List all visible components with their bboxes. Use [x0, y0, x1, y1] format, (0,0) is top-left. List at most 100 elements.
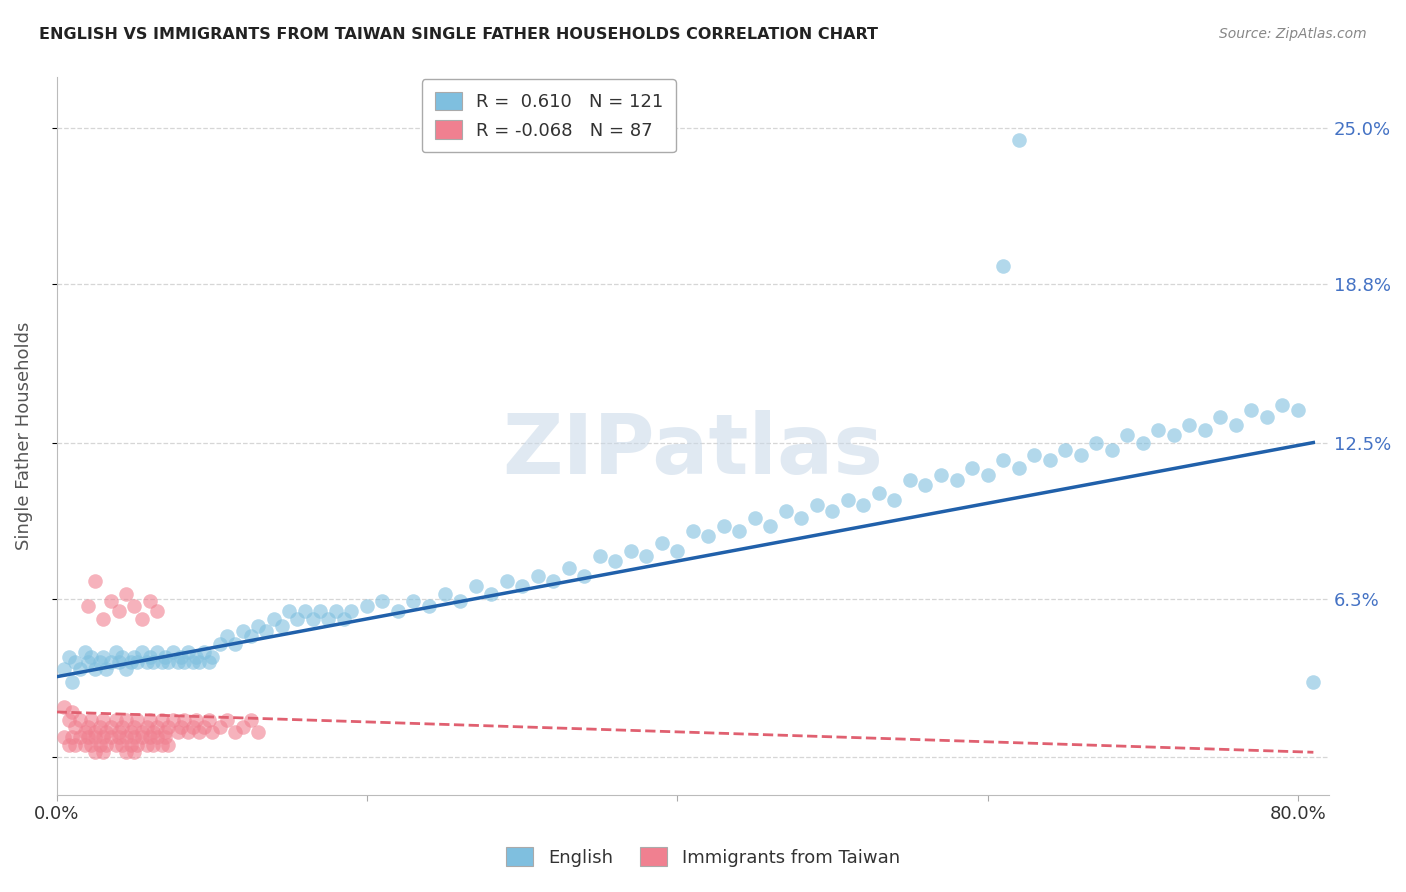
Point	[146, 604, 169, 618]
Point	[89, 738, 111, 752]
Point	[100, 720, 122, 734]
Point	[157, 720, 180, 734]
Point	[135, 720, 157, 734]
Point	[80, 649, 103, 664]
Point	[883, 493, 905, 508]
Point	[104, 644, 127, 658]
Point	[1007, 133, 1029, 147]
Point	[84, 725, 107, 739]
Point	[162, 644, 184, 658]
Point	[122, 649, 145, 664]
Point	[1022, 448, 1045, 462]
Point	[73, 644, 96, 658]
Point	[76, 720, 98, 734]
Point	[188, 655, 211, 669]
Point	[181, 655, 204, 669]
Point	[790, 511, 813, 525]
Point	[1225, 417, 1247, 432]
Point	[89, 655, 111, 669]
Point	[173, 655, 195, 669]
Point	[115, 586, 138, 600]
Text: ENGLISH VS IMMIGRANTS FROM TAIWAN SINGLE FATHER HOUSEHOLDS CORRELATION CHART: ENGLISH VS IMMIGRANTS FROM TAIWAN SINGLE…	[39, 27, 879, 42]
Point	[557, 561, 579, 575]
Point	[142, 725, 165, 739]
Point	[138, 649, 160, 664]
Point	[53, 730, 76, 744]
Point	[107, 725, 129, 739]
Point	[122, 730, 145, 744]
Point	[111, 649, 134, 664]
Point	[217, 629, 239, 643]
Point	[76, 655, 98, 669]
Point	[138, 594, 160, 608]
Point	[65, 720, 87, 734]
Point	[495, 574, 517, 588]
Point	[1085, 435, 1108, 450]
Point	[976, 468, 998, 483]
Point	[177, 644, 200, 658]
Point	[177, 725, 200, 739]
Point	[1240, 402, 1263, 417]
Point	[193, 720, 215, 734]
Point	[115, 730, 138, 744]
Point	[837, 493, 859, 508]
Point	[111, 720, 134, 734]
Legend: English, Immigrants from Taiwan: English, Immigrants from Taiwan	[499, 840, 907, 874]
Point	[76, 599, 98, 614]
Point	[1007, 460, 1029, 475]
Point	[197, 713, 219, 727]
Point	[479, 586, 502, 600]
Point	[1271, 398, 1294, 412]
Point	[120, 738, 142, 752]
Point	[150, 655, 173, 669]
Point	[744, 511, 766, 525]
Point	[232, 624, 254, 639]
Point	[58, 738, 80, 752]
Point	[173, 713, 195, 727]
Point	[155, 725, 177, 739]
Point	[1132, 435, 1154, 450]
Point	[208, 720, 231, 734]
Point	[157, 655, 180, 669]
Point	[402, 594, 425, 608]
Point	[713, 518, 735, 533]
Point	[232, 720, 254, 734]
Point	[96, 738, 118, 752]
Point	[301, 612, 323, 626]
Point	[1101, 443, 1123, 458]
Point	[929, 468, 952, 483]
Point	[84, 574, 107, 588]
Point	[58, 713, 80, 727]
Point	[239, 713, 262, 727]
Point	[666, 544, 689, 558]
Point	[115, 662, 138, 676]
Point	[142, 738, 165, 752]
Point	[91, 713, 114, 727]
Point	[208, 637, 231, 651]
Point	[1302, 674, 1324, 689]
Text: ZIPatlas: ZIPatlas	[502, 410, 883, 491]
Point	[69, 713, 91, 727]
Point	[115, 713, 138, 727]
Point	[155, 730, 177, 744]
Point	[1209, 410, 1232, 425]
Point	[1054, 443, 1077, 458]
Point	[945, 473, 967, 487]
Point	[127, 655, 149, 669]
Point	[131, 644, 153, 658]
Point	[821, 503, 844, 517]
Point	[155, 649, 177, 664]
Point	[91, 612, 114, 626]
Point	[96, 725, 118, 739]
Point	[201, 725, 224, 739]
Point	[247, 619, 270, 633]
Point	[868, 486, 890, 500]
Point	[651, 536, 673, 550]
Point	[120, 725, 142, 739]
Point	[142, 655, 165, 669]
Point	[1039, 453, 1062, 467]
Point	[135, 655, 157, 669]
Point	[285, 612, 308, 626]
Point	[898, 473, 921, 487]
Point	[449, 594, 471, 608]
